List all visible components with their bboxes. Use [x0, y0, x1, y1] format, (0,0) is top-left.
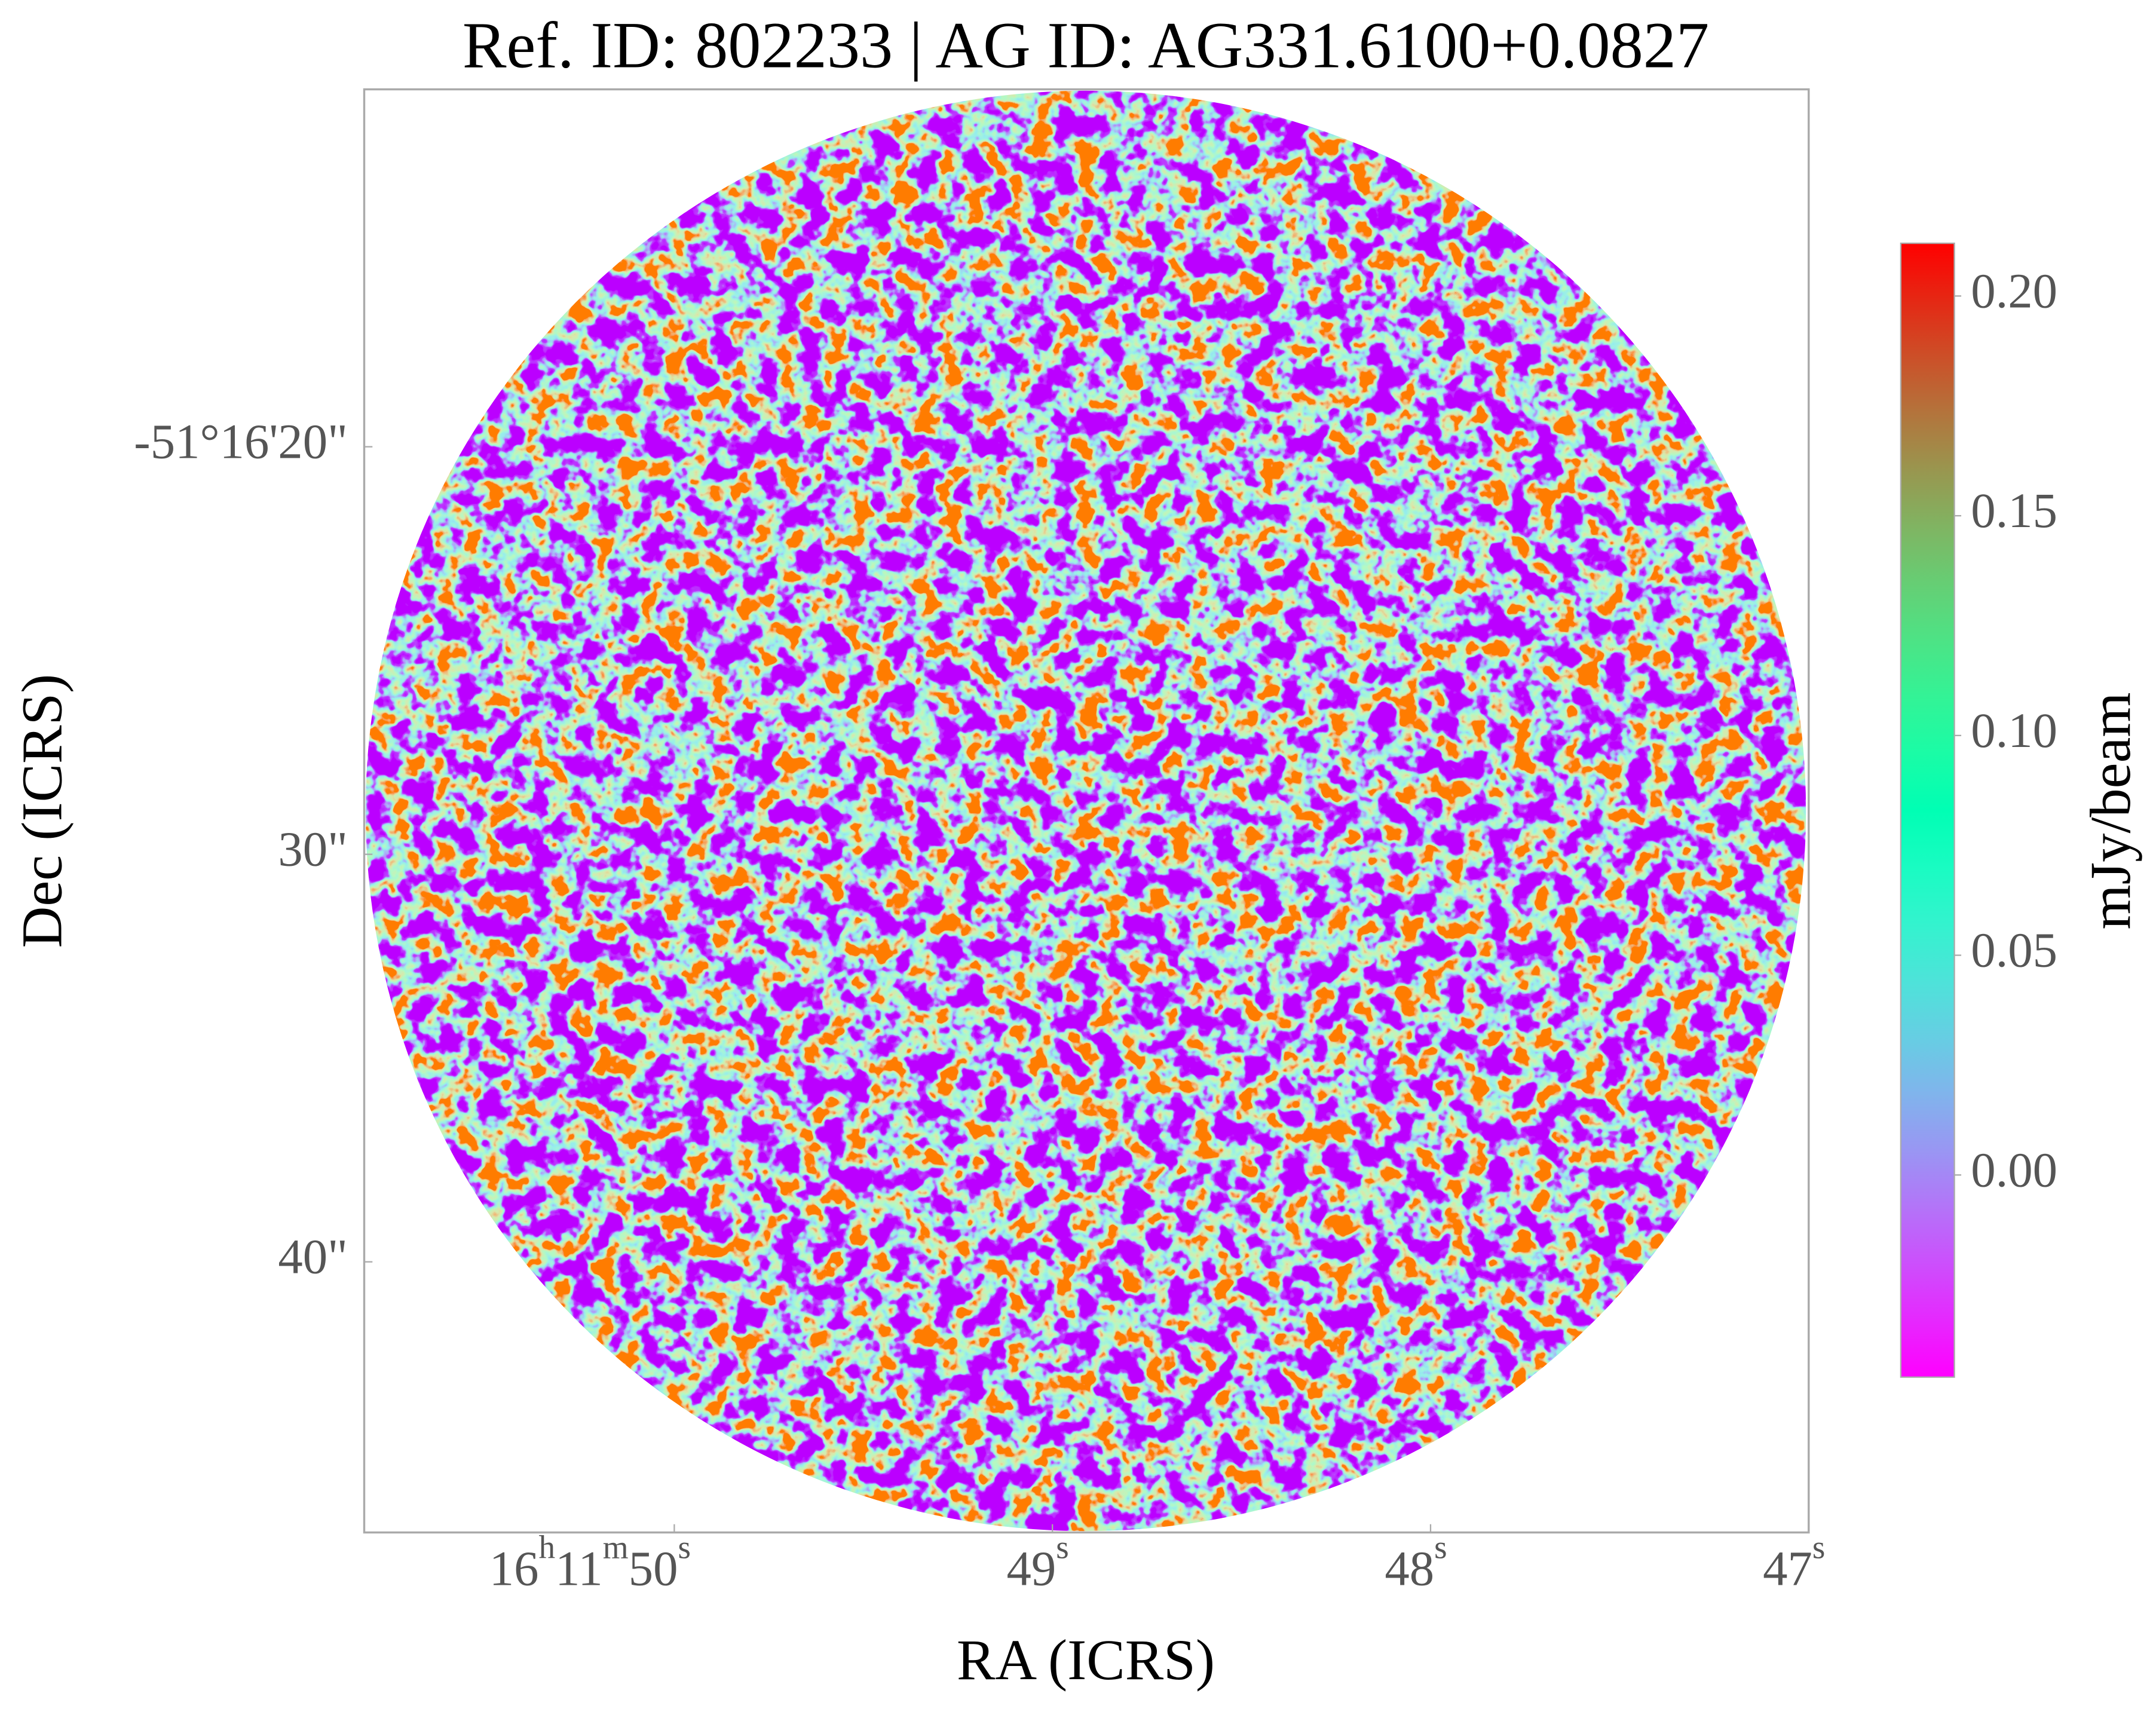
tick-text-part: 49 [1007, 1541, 1056, 1595]
tick-text-part: 48 [1385, 1541, 1434, 1595]
y-tick-label: 40" [278, 1229, 348, 1284]
tick-text-part: s [1812, 1529, 1825, 1566]
y-axis-label: Dec (ICRS) [10, 674, 74, 948]
tick-text-part: s [1056, 1529, 1068, 1566]
colorbar-label: mJy/beam [2078, 693, 2142, 930]
colorbar-tick-label: 0.15 [1971, 483, 2057, 538]
x-tick-label: 16h11m50s [489, 1529, 691, 1596]
tick-text-part: m [603, 1529, 629, 1566]
image-disk [365, 90, 1806, 1532]
tick-text-part: 16 [489, 1541, 539, 1595]
colorbar [1900, 242, 1955, 1378]
plot-frame [363, 88, 1810, 1534]
y-tick-label: -51°16'20" [134, 414, 348, 469]
colorbar-tick-label: 0.20 [1971, 263, 2057, 318]
x-tick-label: 48s [1385, 1529, 1447, 1596]
intensity-map [365, 90, 1806, 1532]
chart-title: Ref. ID: 802233 | AG ID: AG331.6100+0.08… [463, 9, 1709, 82]
colorbar-tick-label: 0.00 [1971, 1142, 2057, 1197]
tick-text-part: h [538, 1529, 555, 1566]
colorbar-tick-label: 0.10 [1971, 703, 2057, 758]
tick-text-part: s [678, 1529, 691, 1566]
y-tick-label: 30" [278, 822, 348, 877]
tick-text-part: 11 [555, 1541, 603, 1595]
tick-text-part: 47 [1763, 1541, 1812, 1595]
colorbar-tick-label: 0.05 [1971, 923, 2057, 978]
x-tick-label: 49s [1007, 1529, 1069, 1596]
tick-text-part: 50 [629, 1541, 678, 1595]
tick-text-part: s [1434, 1529, 1447, 1566]
x-tick-label: 47s [1763, 1529, 1825, 1596]
x-axis-label: RA (ICRS) [957, 1628, 1215, 1692]
